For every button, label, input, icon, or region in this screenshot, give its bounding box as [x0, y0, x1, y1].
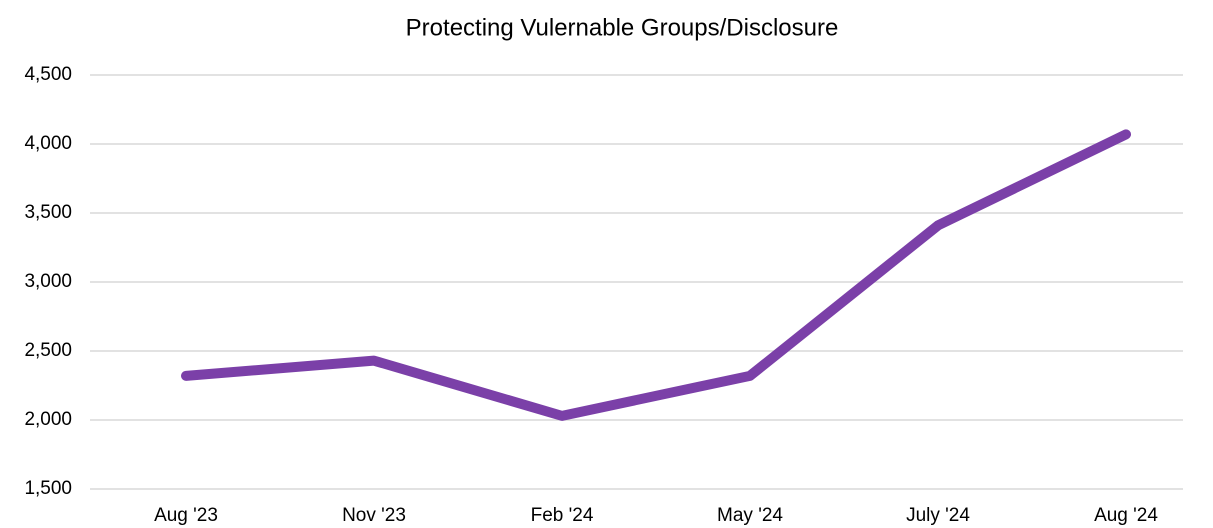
y-tick-label: 1,500 — [24, 478, 72, 499]
x-tick-label: Nov '23 — [342, 505, 406, 526]
line-series — [181, 129, 1131, 421]
x-tick-label: Aug '23 — [154, 505, 218, 526]
y-tick-label: 2,500 — [24, 340, 72, 361]
y-tick-label: 3,000 — [24, 271, 72, 292]
x-tick-label: Aug '24 — [1094, 505, 1158, 526]
x-tick-label: Feb '24 — [531, 505, 594, 526]
y-tick-label: 4,000 — [24, 133, 72, 154]
y-tick-label: 3,500 — [24, 202, 72, 223]
x-tick-label: May '24 — [717, 505, 783, 526]
x-tick-label: July '24 — [906, 505, 970, 526]
y-tick-label: 4,500 — [24, 64, 72, 85]
y-tick-label: 2,000 — [24, 409, 72, 430]
chart-title: Protecting Vulernable Groups/Disclosure — [406, 14, 839, 41]
